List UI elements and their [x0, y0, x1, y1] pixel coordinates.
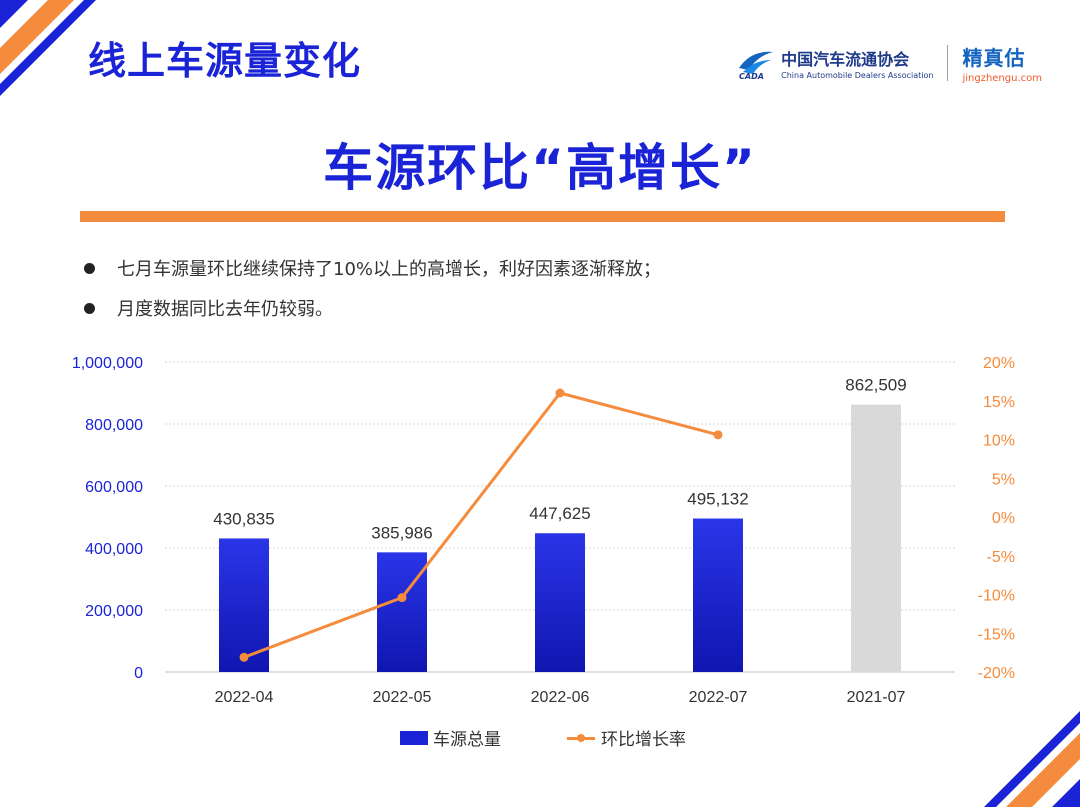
jzg-url: jingzhengu.com	[962, 73, 1042, 84]
bullet-list: 七月车源量环比继续保持了10%以上的高增长，利好因素逐渐释放； 月度数据同比去年…	[80, 248, 661, 328]
x-tick-label: 2022-07	[689, 689, 748, 706]
y-right-tick-label: 20%	[983, 355, 1015, 372]
legend-bar-label: 车源总量	[433, 730, 501, 750]
bar-value-label: 385,986	[371, 523, 432, 542]
y-right-tick-label: -20%	[978, 665, 1015, 682]
bar-value-label: 862,509	[845, 376, 906, 395]
bar-value-label: 495,132	[687, 490, 748, 509]
y-right-tick-label: 5%	[992, 471, 1015, 488]
bar	[851, 404, 901, 672]
bar	[693, 518, 743, 672]
x-tick-label: 2022-05	[373, 689, 432, 706]
growth-rate-point	[713, 430, 723, 440]
bullet-text: 七月车源量环比继续保持了10%以上的高增长，利好因素逐渐释放；	[117, 259, 662, 280]
logo-area: CADA 中国汽车流通协会 China Automobile Dealers A…	[737, 40, 1042, 86]
y-right-tick-label: 15%	[983, 394, 1015, 411]
y-right-tick-label: 0%	[992, 510, 1015, 527]
bar	[535, 533, 585, 672]
y-right-tick-label: -10%	[978, 588, 1015, 605]
bullet-item: 七月车源量环比继续保持了10%以上的高增长，利好因素逐渐释放；	[80, 248, 661, 288]
cada-name-cn: 中国汽车流通协会	[781, 50, 910, 69]
logo-divider	[947, 45, 949, 81]
bullet-text: 月度数据同比去年仍较弱。	[117, 299, 333, 320]
y-right-tick-label: -15%	[978, 626, 1015, 643]
y-left-tick-label: 200,000	[85, 603, 143, 620]
y-right-tick-label: -5%	[987, 549, 1015, 566]
y-left-tick-label: 600,000	[85, 479, 143, 496]
x-tick-label: 2022-06	[531, 689, 590, 706]
cada-name-en: China Automobile Dealers Association	[781, 71, 934, 80]
bullet-dot-icon	[84, 262, 95, 274]
cada-mark-text: CADA	[739, 72, 764, 80]
y-right-tick-label: 10%	[983, 433, 1015, 450]
growth-rate-point	[555, 388, 565, 398]
bar	[377, 552, 427, 672]
bullet-dot-icon	[84, 302, 95, 314]
bullet-item: 月度数据同比去年仍较弱。	[80, 288, 661, 328]
x-tick-label: 2021-07	[847, 689, 906, 706]
headline-underline	[80, 211, 1005, 222]
y-left-tick-label: 400,000	[85, 541, 143, 558]
growth-rate-point	[239, 652, 249, 662]
legend-item-bar: 车源总量	[400, 725, 501, 750]
y-left-tick-label: 800,000	[85, 417, 143, 434]
growth-rate-point	[397, 593, 407, 603]
cada-logo: CADA 中国汽车流通协会 China Automobile Dealers A…	[737, 46, 933, 80]
bar-value-label: 447,625	[529, 504, 590, 523]
jzg-logo: 精真估 jingzhengu.com	[962, 42, 1042, 84]
cada-emblem-icon: CADA	[739, 51, 774, 80]
legend-line-label: 环比增长率	[601, 730, 686, 750]
legend-item-line: 环比增长率	[567, 725, 686, 750]
growth-rate-line	[243, 391, 719, 659]
bar-value-label: 430,835	[213, 509, 274, 528]
legend-line-swatch-icon	[567, 731, 595, 745]
jzg-name: 精真估	[962, 46, 1026, 70]
legend-bar-swatch-icon	[400, 730, 428, 745]
y-left-tick-label: 1,000,000	[72, 355, 143, 372]
chart-legend: 车源总量 环比增长率	[400, 725, 752, 750]
x-tick-label: 2022-04	[215, 689, 274, 706]
y-left-tick-label: 0	[134, 665, 143, 682]
headline: 车源环比“高增长”	[323, 139, 757, 197]
page-title: 线上车源量变化	[88, 39, 362, 83]
